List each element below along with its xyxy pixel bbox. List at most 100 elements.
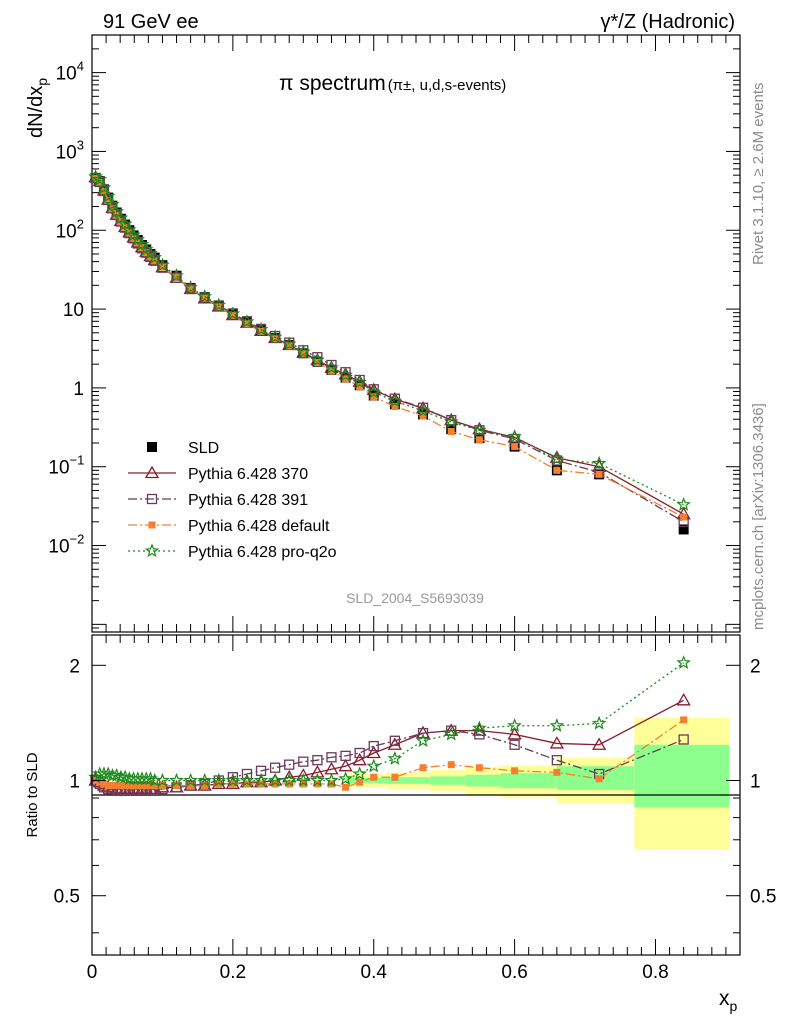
- point-pq2o-30: [366, 758, 382, 773]
- header-left: 91 GeV ee: [103, 11, 199, 33]
- y-label-main: dN/dx: [25, 86, 47, 138]
- point-pdefault-27: [327, 780, 335, 788]
- legend-marker-pq2o: [144, 543, 160, 558]
- point-pq2o-5: [109, 767, 124, 782]
- point-pq2o-6: [113, 769, 129, 784]
- series-line-pq2o: [95, 176, 684, 506]
- point-pq2o-15: [155, 772, 170, 787]
- legend-marker-pdefault: [148, 521, 156, 529]
- main-y-tick-label: 10−2: [48, 532, 84, 558]
- point-pdefault-33: [447, 427, 455, 435]
- point-pq2o-15: [155, 257, 170, 272]
- point-pq2o-27: [324, 360, 339, 374]
- point-pq2o-35: [507, 429, 522, 443]
- point-pdefault-8: [125, 782, 133, 790]
- point-pq2o-2: [96, 766, 112, 781]
- x-tick-label: 0: [87, 962, 98, 983]
- point-pdefault-37: [595, 775, 603, 783]
- point-pdefault-34: [475, 436, 483, 444]
- point-pq2o-32: [415, 733, 431, 747]
- point-pdefault-2: [100, 187, 108, 195]
- point-pdefault-21: [243, 780, 251, 788]
- ratio-y-tick-label-right: 0.5: [750, 887, 776, 908]
- ratio-y-tick-label-left: 2: [69, 656, 80, 677]
- point-pdefault-9: [130, 782, 138, 790]
- point-p391-28: [340, 750, 351, 761]
- point-pq2o-29: [352, 766, 367, 781]
- legend: SLD Pythia 6.428 370 Pythia 6.428 391 Pythi…: [128, 440, 337, 561]
- point-pdefault-17: [187, 782, 195, 790]
- point-pdefault-1: [96, 778, 104, 786]
- ratio-axes: 0.5 0.5 1 1 2 2 0 0.2 0.4 0.6 0.8: [54, 635, 776, 983]
- point-p391-18: [199, 292, 210, 303]
- series-data: [90, 173, 689, 535]
- point-p391-29: [354, 747, 365, 759]
- series-pdefault: [92, 174, 688, 521]
- point-p391-38: [678, 734, 689, 745]
- point-pdefault-6: [117, 782, 125, 790]
- point-pq2o-35: [507, 718, 522, 732]
- point-pdefault-14: [151, 782, 159, 790]
- point-pq2o-13: [143, 771, 158, 786]
- point-p391-32: [417, 727, 429, 739]
- point-pq2o-24: [281, 336, 297, 351]
- x-axis-label: xp: [719, 987, 738, 1014]
- main-y-tick-label: 10−1: [48, 453, 84, 479]
- ratio-series: [88, 655, 691, 796]
- legend-entry-pdefault: Pythia 6.428 default: [128, 518, 330, 535]
- x-label-main: x: [719, 987, 730, 1010]
- point-pq2o-18: [197, 772, 212, 787]
- point-p391-33: [446, 725, 457, 736]
- point-pdefault-4: [108, 782, 116, 790]
- point-p370-31: [387, 737, 402, 750]
- legend-entry-p370: Pythia 6.428 370: [128, 465, 308, 483]
- legend-marker-p391: [146, 493, 158, 505]
- point-pdefault-18: [201, 782, 209, 790]
- point-pdefault-26: [313, 780, 321, 788]
- point-pq2o-26: [310, 352, 325, 367]
- point-pq2o-33: [443, 414, 459, 429]
- point-pq2o-16: [169, 268, 184, 282]
- point-p370-28: [338, 758, 353, 772]
- point-p391-25: [298, 756, 309, 767]
- point-pq2o-27: [324, 772, 339, 787]
- point-pq2o-24: [281, 772, 297, 787]
- point-p391-32: [417, 402, 429, 413]
- point-pdefault-31: [391, 403, 399, 411]
- band-inner-0: [345, 778, 388, 784]
- point-pq2o-37: [591, 715, 607, 730]
- point-pq2o-14: [147, 249, 162, 264]
- point-pdefault-33: [447, 761, 455, 769]
- point-pdefault-37: [595, 470, 603, 478]
- main-y-tick-label: 102: [56, 216, 84, 242]
- point-pq2o-4: [105, 767, 120, 782]
- point-pdefault-34: [475, 764, 483, 772]
- point-pdefault-23: [271, 335, 279, 343]
- point-pdefault-16: [173, 782, 181, 790]
- point-pdefault-25: [299, 350, 307, 358]
- point-p370-37: [592, 737, 607, 750]
- ratio-y-tick-label-right: 2: [750, 656, 761, 677]
- point-p391-31: [389, 735, 401, 746]
- y-label-sub: p: [34, 78, 50, 86]
- point-pdefault-30: [370, 393, 378, 401]
- point-pq2o-32: [415, 403, 431, 418]
- point-pdefault-36: [553, 768, 561, 776]
- x-tick-label: 0.4: [361, 962, 388, 983]
- point-pdefault-38: [680, 513, 688, 521]
- point-pq2o-28: [338, 771, 353, 786]
- main-y-tick-label: 10: [63, 300, 84, 321]
- point-p391-24: [284, 759, 295, 770]
- x-label-sub: p: [730, 998, 738, 1014]
- legend-marker-p370: [144, 465, 160, 479]
- point-pq2o-20: [225, 306, 241, 321]
- point-pdefault-18: [201, 294, 209, 302]
- band-inner-2: [430, 776, 466, 785]
- point-pdefault-30: [370, 773, 378, 781]
- point-p391-34: [474, 729, 485, 740]
- point-pq2o-23: [267, 772, 283, 787]
- point-p370-38: [676, 693, 691, 706]
- point-pdefault-29: [356, 383, 364, 391]
- point-pdefault-7: [121, 782, 129, 790]
